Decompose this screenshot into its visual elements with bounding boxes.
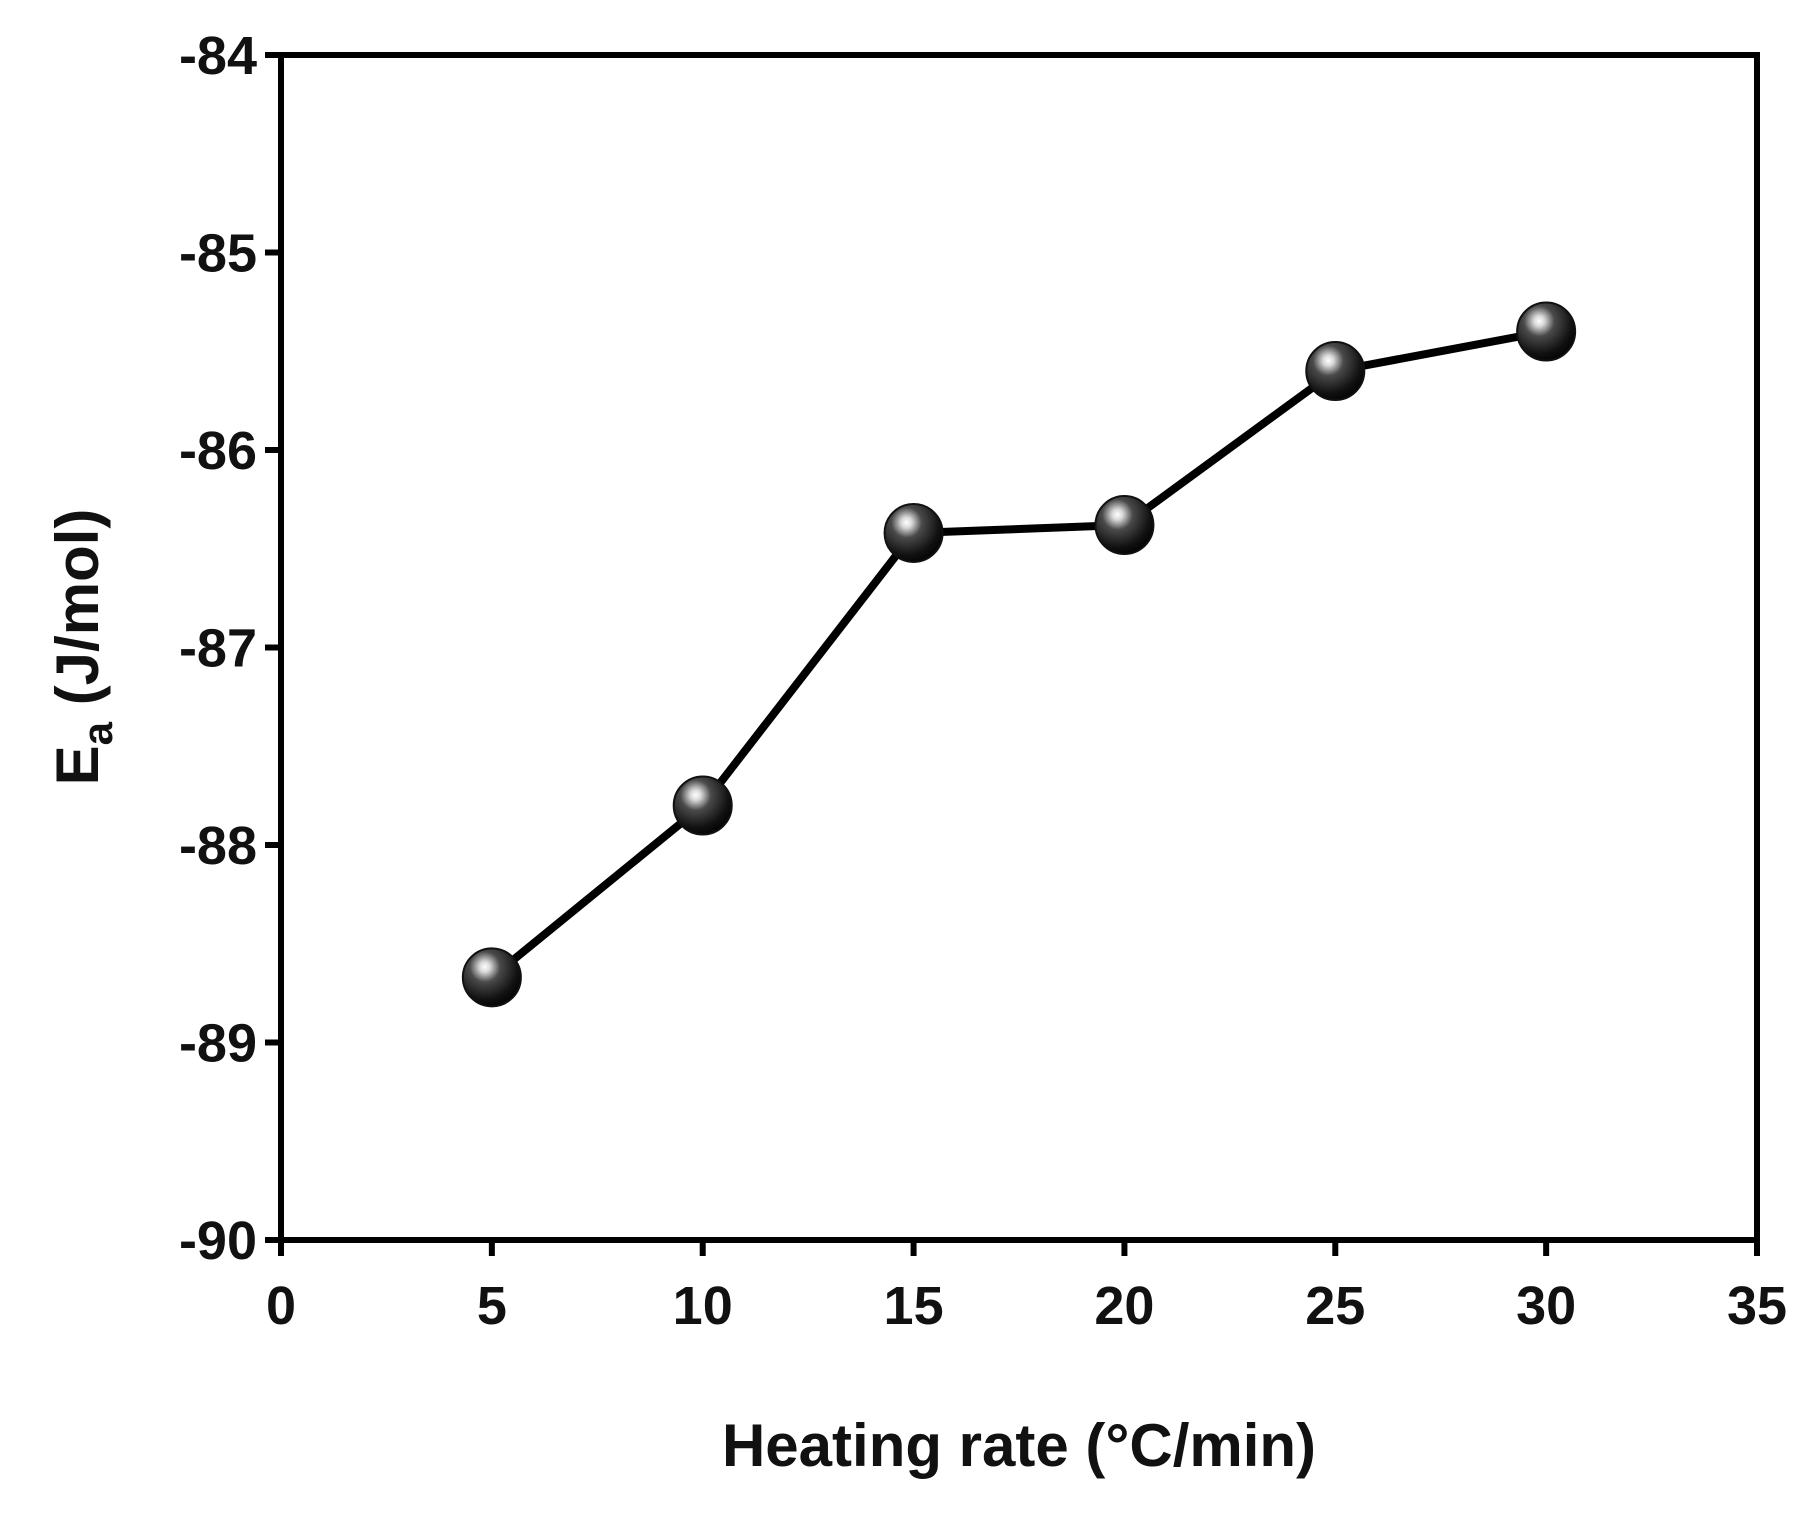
x-tick-label: 0 — [266, 1276, 296, 1336]
data-point — [1516, 301, 1577, 362]
y-axis-title-symbol: E — [44, 745, 111, 785]
y-tick-label: -85 — [179, 224, 257, 284]
y-tick-label: -89 — [179, 1014, 257, 1074]
y-tick-label: -87 — [179, 619, 257, 679]
x-tick-label: 10 — [673, 1276, 733, 1336]
y-axis-title-subscript: a — [74, 721, 121, 745]
x-tick-label: 5 — [477, 1276, 507, 1336]
y-tick-label: -86 — [179, 421, 257, 481]
y-axis-title-unit: (J/mol) — [44, 509, 111, 722]
data-point — [883, 502, 944, 563]
data-point — [1305, 341, 1366, 401]
x-axis-title: Heating rate (°C/min) — [722, 1412, 1316, 1479]
y-axis-ticks: -84 -85 -86 -87 -88 -89 -90 — [179, 26, 281, 1271]
x-tick-label: 25 — [1305, 1276, 1365, 1336]
x-tick-label: 30 — [1516, 1276, 1576, 1336]
x-tick-label: 15 — [884, 1276, 944, 1336]
y-tick-label: -90 — [179, 1211, 257, 1271]
y-tick-label: -84 — [179, 26, 257, 86]
series-line — [487, 327, 1551, 982]
data-point — [672, 775, 733, 836]
data-point — [461, 947, 522, 1008]
x-axis-ticks: 0 5 10 15 20 25 30 35 — [266, 1240, 1787, 1336]
data-points-group — [461, 301, 1577, 1008]
y-axis-title: Ea (J/mol) — [44, 509, 121, 786]
x-tick-label: 20 — [1094, 1276, 1154, 1336]
data-point — [1094, 495, 1155, 556]
x-tick-label: 35 — [1727, 1276, 1787, 1336]
y-tick-label: -88 — [179, 816, 257, 876]
series-line-group — [487, 327, 1551, 982]
plot-area-frame — [278, 52, 1760, 1243]
